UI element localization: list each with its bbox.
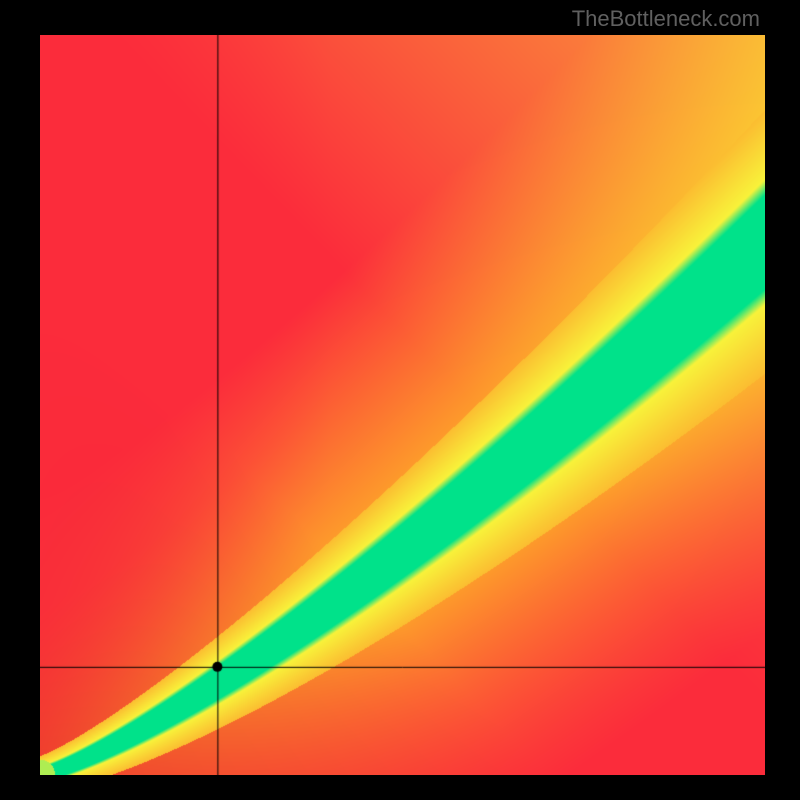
watermark-text: TheBottleneck.com [572,6,760,32]
heatmap-canvas [40,35,765,775]
heatmap-plot [40,35,765,775]
